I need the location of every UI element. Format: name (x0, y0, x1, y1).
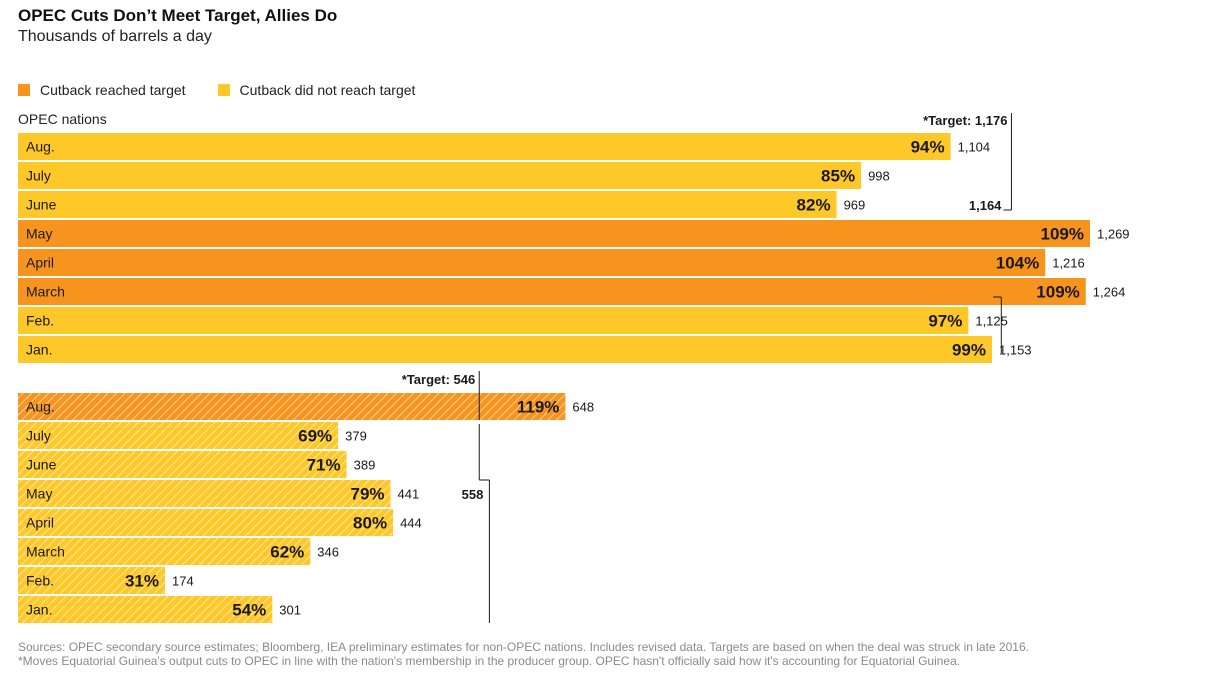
bar-category-label: June (26, 197, 57, 213)
bar-value-label: 444 (400, 516, 422, 531)
footer: Sources: OPEC secondary source estimates… (18, 640, 1029, 668)
chart-title: OPEC Cuts Don’t Meet Target, Allies Do (18, 6, 338, 25)
bar-hatch (18, 538, 311, 565)
bar-value-label: 379 (345, 429, 367, 444)
bar-category-label: Jan. (26, 342, 52, 358)
bar-percent-label: 82% (797, 196, 831, 215)
bar-hatch (18, 451, 347, 478)
bar-percent-label: 85% (821, 167, 855, 186)
bar-value-label: 1,216 (1052, 256, 1085, 271)
bar-category-label: July (26, 428, 51, 444)
alt-target-label: 1,164 (969, 198, 1002, 213)
bar-category-label: March (26, 284, 65, 300)
bar-category-label: July (26, 168, 51, 184)
bar-value-label: 998 (868, 169, 890, 184)
bar-category-label: April (26, 515, 54, 531)
bar-value-label: 174 (172, 574, 194, 589)
bar-value-label: 301 (279, 603, 301, 618)
bar (18, 249, 1046, 276)
bar-percent-label: 109% (1036, 283, 1079, 302)
chart-subtitle: Thousands of barrels a day (18, 28, 212, 45)
bar-value-label: 648 (572, 400, 594, 415)
bar-hatch (18, 567, 165, 594)
bar (18, 162, 862, 189)
bar-percent-label: 71% (307, 456, 341, 475)
bar (18, 220, 1090, 247)
bar-category-label: May (26, 486, 52, 502)
bar-category-label: March (26, 544, 65, 560)
target-label: *Target: 546 (402, 372, 475, 387)
bar-percent-label: 104% (996, 254, 1039, 273)
bar-percent-label: 109% (1041, 225, 1084, 244)
legend-swatch-reached (18, 84, 30, 96)
bar-percent-label: 79% (351, 485, 385, 504)
bar-value-label: 441 (398, 487, 420, 502)
bar-chart: OPEC nations Aug. 94% 1,104 July 85% 998 June 82… (18, 111, 1130, 623)
bar-hatch (18, 422, 339, 449)
bar-group-2: Aug. 119% 648 July 69% 379 June 71% 389 May 79% 441… (18, 371, 594, 623)
bar-hatch (18, 480, 391, 507)
alt-target-label: 558 (462, 487, 484, 502)
bar (18, 191, 837, 218)
bar-value-label: 1,125 (975, 314, 1008, 329)
target-label: *Target: 1,176 (923, 113, 1007, 128)
group-label: OPEC nations (18, 111, 107, 127)
bar-percent-label: 62% (270, 543, 304, 562)
bar (18, 307, 969, 334)
bar-value-label: 346 (317, 545, 339, 560)
bar-percent-label: 80% (353, 514, 387, 533)
bar-value-label: 1,269 (1097, 227, 1130, 242)
legend-swatch-not-reached (217, 84, 230, 96)
footer-note: *Moves Equatorial Guinea's output cuts t… (18, 654, 961, 668)
bar-category-label: Feb. (26, 313, 54, 329)
bar-category-label: May (26, 226, 52, 242)
bar-percent-label: 31% (125, 572, 159, 591)
bar-category-label: Aug. (26, 399, 55, 415)
bar-hatch (18, 509, 394, 536)
bar-hatch (18, 393, 566, 420)
legend-label-not-reached: Cutback did not reach target (239, 82, 416, 98)
bar (18, 278, 1086, 305)
footer-sources: Sources: OPEC secondary source estimates… (18, 640, 1029, 654)
bar-value-label: 389 (354, 458, 376, 473)
legend: Cutback reached target Cutback did not r… (18, 82, 447, 98)
bar-category-label: Jan. (26, 602, 52, 618)
bar (18, 133, 951, 160)
bar-value-label: 1,104 (958, 140, 991, 155)
bar-percent-label: 99% (952, 341, 986, 360)
bar-percent-label: 54% (232, 601, 266, 620)
bar-category-label: Feb. (26, 573, 54, 589)
bar-group-1: OPEC nations Aug. 94% 1,104 July 85% 998 June 82… (18, 111, 1130, 363)
bar-category-label: Aug. (26, 139, 55, 155)
legend-label-reached: Cutback reached target (40, 82, 186, 98)
legend-item-reached: Cutback reached target (18, 82, 186, 98)
bar-value-label: 969 (844, 198, 866, 213)
bar (18, 336, 993, 363)
bar-percent-label: 97% (928, 312, 962, 331)
bar-value-label: 1,153 (999, 343, 1032, 358)
bar-percent-label: 119% (517, 398, 560, 417)
bar-percent-label: 69% (298, 427, 332, 446)
bar-category-label: April (26, 255, 54, 271)
bar-hatch (18, 596, 273, 623)
bar-percent-label: 94% (911, 138, 945, 157)
legend-item-not-reached: Cutback did not reach target (217, 82, 416, 98)
bar-value-label: 1,264 (1093, 285, 1126, 300)
bar-category-label: June (26, 457, 57, 473)
